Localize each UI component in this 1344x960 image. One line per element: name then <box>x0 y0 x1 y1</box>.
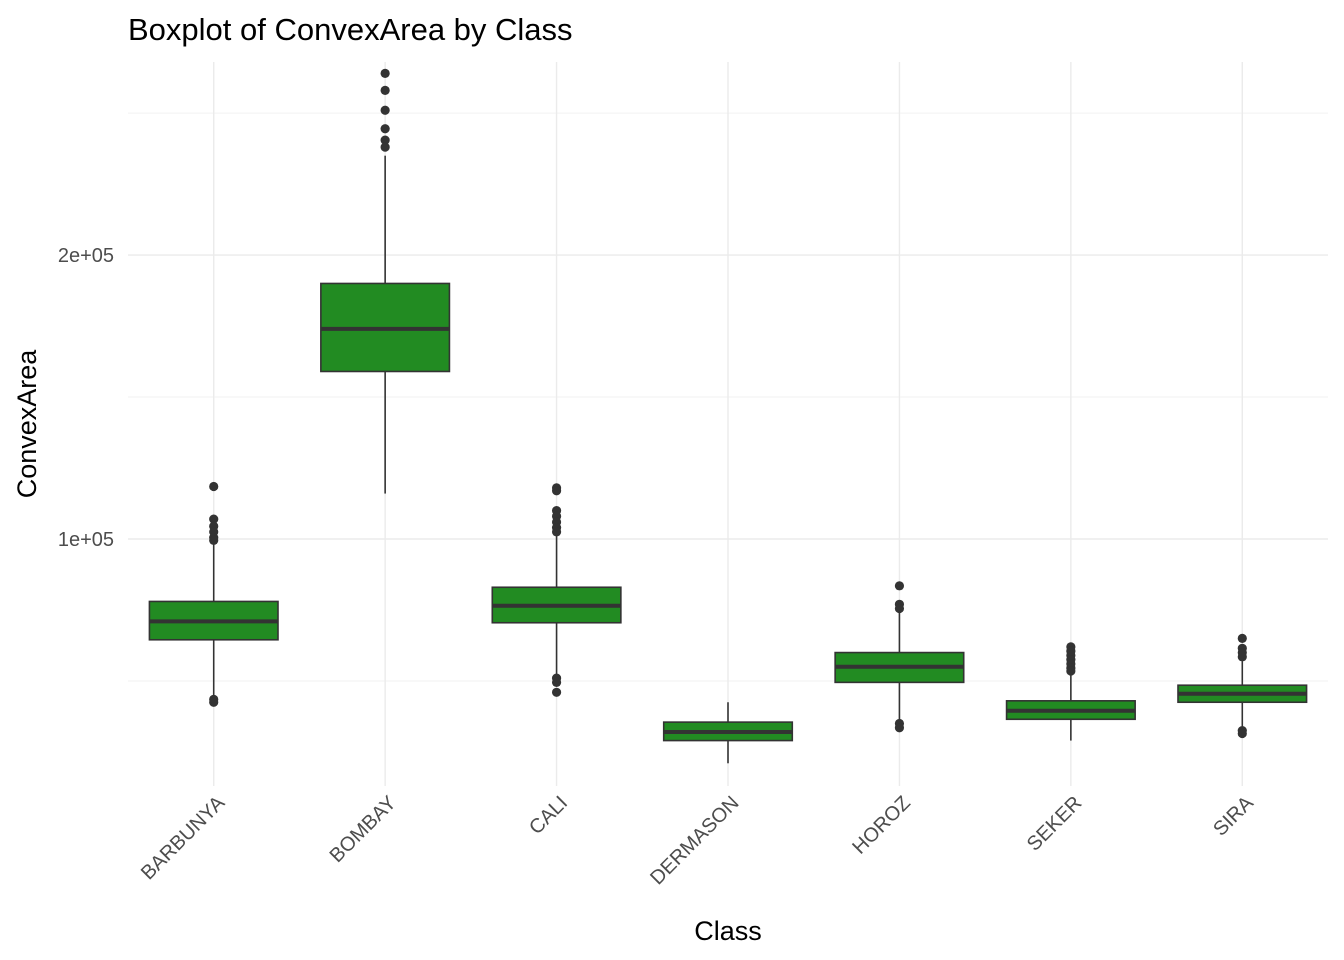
y-tick-label: 2e+05 <box>58 245 114 267</box>
outlier-point <box>894 603 905 614</box>
outlier-point <box>380 105 390 115</box>
chart-title: Boxplot of ConvexArea by Class <box>128 12 573 47</box>
x-tick-label: SIRA <box>1209 792 1258 841</box>
x-axis-title: Class <box>694 916 762 946</box>
y-tick-label: 1e+05 <box>58 529 114 551</box>
grid-lines <box>128 62 1328 786</box>
outlier-point <box>551 687 562 697</box>
box-group-sira <box>1177 633 1308 739</box>
box-group-seker <box>1005 642 1136 741</box>
outlier-point <box>209 481 219 492</box>
outlier-point <box>380 142 390 152</box>
outlier-point <box>380 85 390 95</box>
outlier-point <box>551 527 562 537</box>
x-tick-label: CALI <box>525 792 572 839</box>
outlier-point <box>380 68 390 78</box>
outlier-point <box>380 135 390 145</box>
x-tick-label: HOROZ <box>848 792 915 859</box>
outlier-point <box>209 514 219 524</box>
box-group-dermason <box>662 702 794 764</box>
outlier-point <box>894 581 905 591</box>
outlier-point <box>209 535 219 546</box>
x-tick-label: DERMASON <box>646 792 743 889</box>
outlier-point <box>1237 728 1247 739</box>
outlier-point <box>551 677 562 687</box>
outlier-point <box>380 124 390 134</box>
outlier-point <box>209 697 219 707</box>
box-group-cali <box>491 483 622 697</box>
outlier-point <box>551 486 562 496</box>
box-group-horoz <box>834 581 965 733</box>
x-tick-label: BOMBAY <box>326 792 401 867</box>
x-tick-label: SEKER <box>1023 792 1087 856</box>
outlier-point <box>1237 633 1247 643</box>
boxes <box>148 68 1308 764</box>
x-tick-label: BARBUNYA <box>137 792 230 885</box>
axis-labels: 1e+05 2e+05 BARBUNYA BOMBAY CALI DERMASON HORO… <box>58 245 1258 889</box>
outlier-point <box>1237 652 1247 662</box>
outlier-point <box>894 723 905 733</box>
y-axis-title: ConvexArea <box>12 349 42 499</box>
box-group-bombay <box>320 68 451 494</box>
outlier-point <box>1066 666 1076 676</box>
box-group-barbunya <box>148 481 279 707</box>
